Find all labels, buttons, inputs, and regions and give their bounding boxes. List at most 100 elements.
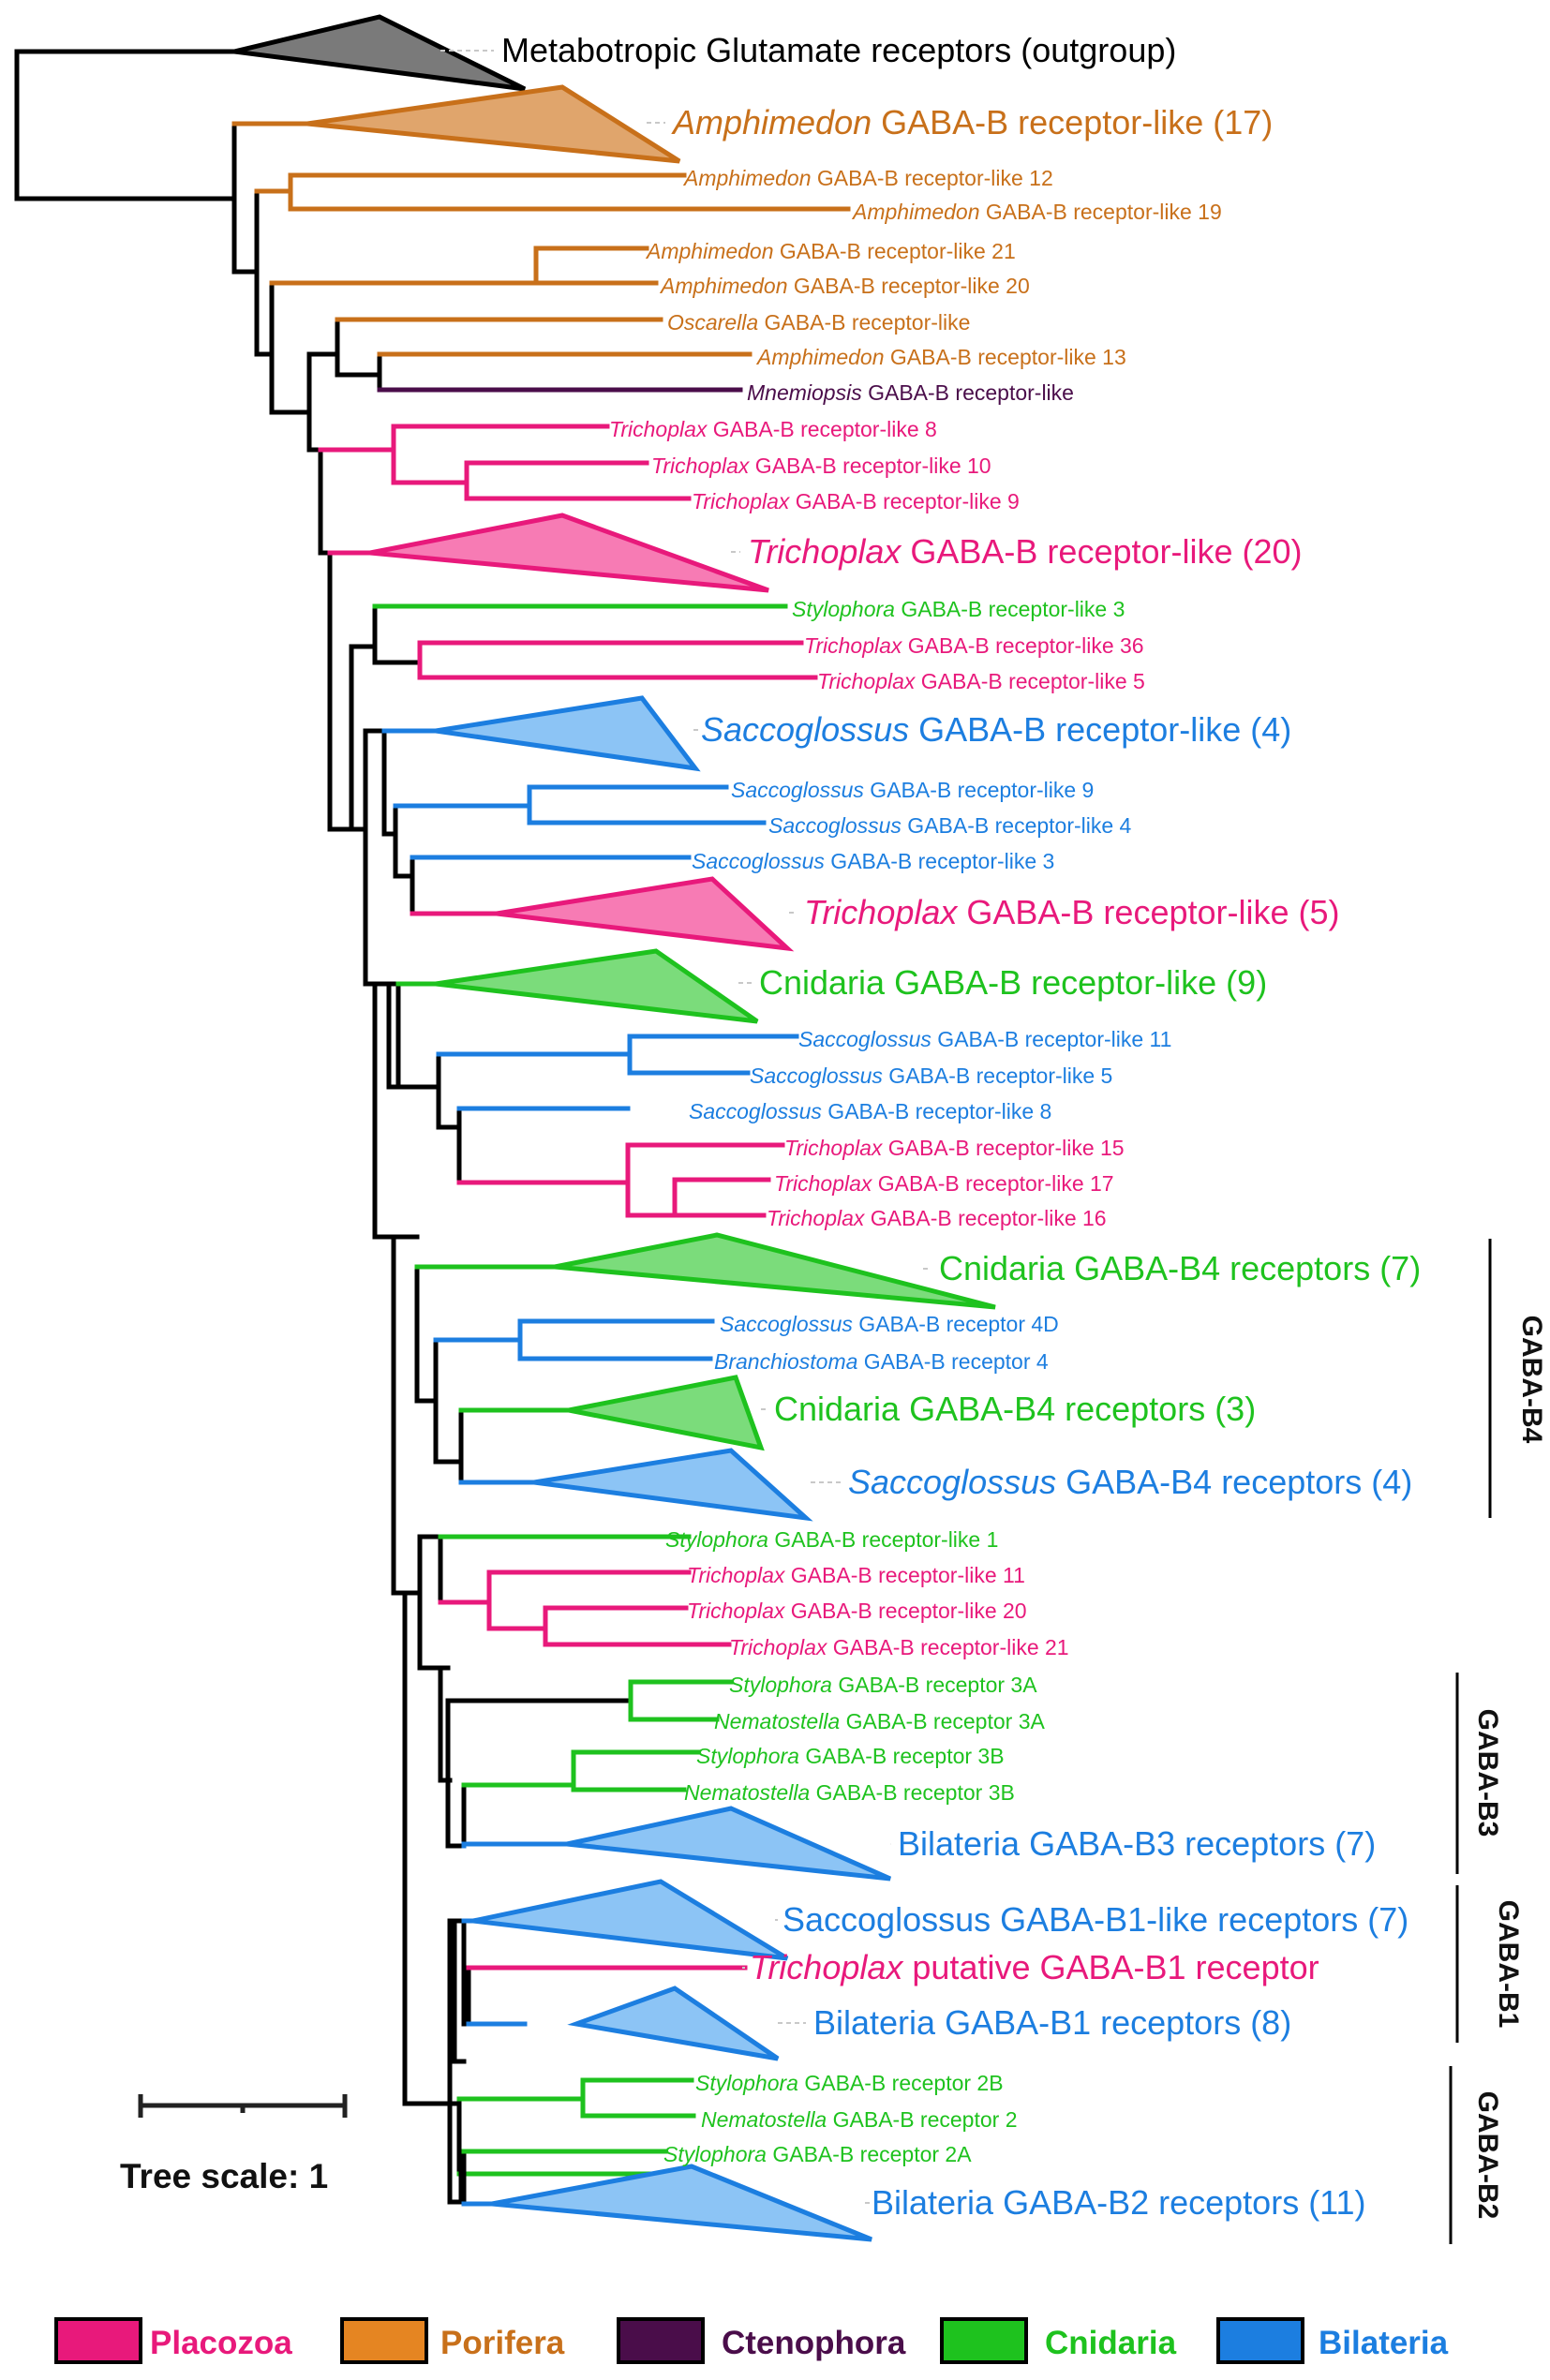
leaf-label-l22: Cnidaria GABA-B receptor-like (9) (759, 963, 1267, 1002)
leaf-label-text: GABA-B receptor-like 20 (784, 1599, 1026, 1623)
leaf-label-text: Cnidaria GABA-B4 receptors (3) (774, 1390, 1256, 1428)
leaf-label-l30: Saccoglossus GABA-B receptor 4D (720, 1312, 1059, 1336)
leaf-label-l34: Stylophora GABA-B receptor-like 1 (665, 1527, 998, 1552)
legend-swatch-porifera (340, 2317, 428, 2364)
leaf-label-genus: Stylophora (695, 2071, 798, 2095)
collapsed-clade-triangle (435, 695, 701, 772)
leaf-label-text: GABA-B receptor-like 5 (883, 1064, 1112, 1088)
group-label-gaba-b3: GABA-B3 (1472, 1709, 1503, 1837)
leaf-label-l43: Saccoglossus GABA-B1-like receptors (7) (782, 1900, 1408, 1939)
leaf-label-l32: Cnidaria GABA-B4 receptors (3) (774, 1390, 1256, 1428)
collapsed-clade-triangle (554, 1232, 996, 1310)
leaf-label-genus: Trichoplax (651, 454, 751, 478)
leaf-label-l46: Stylophora GABA-B receptor 2B (695, 2071, 1004, 2095)
leaf-label-genus: Nematostella (701, 2107, 827, 2132)
leaf-label-l48: Stylophora GABA-B receptor 2A (663, 2142, 972, 2166)
leaf-label-l1: Metabotropic Glutamate receptors (outgro… (501, 31, 1176, 69)
leaf-label-genus: Trichoplax (609, 417, 708, 441)
leaf-label-l47: Nematostella GABA-B receptor 2 (701, 2107, 1017, 2132)
leaf-label-genus: Amphimedon (851, 200, 980, 224)
tree-scale: Tree scale: 1 (120, 2094, 348, 2195)
leaf-label-l5: Amphimedon GABA-B receptor-like 21 (645, 239, 1016, 263)
leaf-label-text: GABA-B receptor-like 11 (784, 1563, 1025, 1587)
leaf-label-genus: Amphimedon (645, 239, 774, 263)
leaf-label-genus: Saccoglossus (701, 710, 909, 749)
leaf-label-genus: Nematostella (714, 1709, 840, 1733)
leaf-label-text: GABA-B receptor-like 36 (902, 633, 1143, 658)
leaf-label-genus: Saccoglossus (750, 1064, 883, 1088)
leaf-label-l33: Saccoglossus GABA-B4 receptors (4) (848, 1463, 1412, 1501)
collapsed-clade-triangle (566, 1806, 892, 1882)
leaf-label-text: Bilateria GABA-B3 receptors (7) (898, 1824, 1376, 1863)
legend-swatch-ctenophora (617, 2317, 705, 2364)
leaf-label-genus: Stylophora (696, 1744, 799, 1768)
leaf-label-text: GABA-B receptor-like (758, 310, 970, 335)
leaf-label-text: GABA-B receptor 3A (832, 1673, 1037, 1697)
leaf-label-l20: Saccoglossus GABA-B receptor-like 3 (692, 849, 1054, 873)
leaf-label-text: GABA-B receptor-like (20) (901, 532, 1302, 571)
leaf-label-l45: Bilateria GABA-B1 receptors (8) (813, 2003, 1291, 2042)
leaf-label-text: GABA-B receptor-like 8 (707, 417, 936, 441)
leaf-label-text: GABA-B receptor-like (4) (909, 710, 1291, 749)
leaf-label-text: GABA-B receptor-like 21 (827, 1635, 1068, 1659)
leaf-label-text: putative GABA-B1 receptor (902, 1948, 1319, 1986)
leaf-label-text: Metabotropic Glutamate receptors (outgro… (501, 31, 1176, 69)
collapsed-clade-triangle (567, 1986, 780, 2061)
leaf-label-genus: Saccoglossus (689, 1099, 822, 1123)
leaf-label-l12: Trichoplax GABA-B receptor-like 9 (692, 489, 1020, 513)
leaf-label-genus: Saccoglossus (692, 849, 825, 873)
leaf-label-text: GABA-B receptor-like (17) (872, 103, 1273, 141)
leaf-label-l3: Amphimedon GABA-B receptor-like 12 (682, 166, 1053, 190)
leaf-label-genus: Trichoplax (692, 489, 791, 513)
leaf-label-text: GABA-B receptor 2A (767, 2142, 972, 2166)
leaf-label-l6: Amphimedon GABA-B receptor-like 20 (659, 274, 1030, 298)
collapsed-clade-triangle (533, 1448, 813, 1522)
collapsed-clade-triangle (496, 876, 795, 952)
leaf-label-l24: Saccoglossus GABA-B receptor-like 5 (750, 1064, 1112, 1088)
leaf-label-genus: Trichoplax (729, 1635, 828, 1659)
leaf-label-genus: Trichoplax (748, 532, 902, 571)
leaf-label-text: GABA-B receptor 4 (857, 1349, 1048, 1374)
leaf-label-text: GABA-B receptor-like 21 (774, 239, 1016, 263)
leader-lines (440, 50, 931, 2204)
leaf-label-text: GABA-B receptor-like 12 (812, 166, 1053, 190)
leaf-label-l44: Trichoplax putative GABA-B1 receptor (750, 1948, 1319, 1986)
leaf-label-genus: Amphimedon (682, 166, 812, 190)
legend-swatch-placozoa (54, 2317, 142, 2364)
leaf-label-l8: Amphimedon GABA-B receptor-like 13 (755, 345, 1126, 369)
leaf-label-text: GABA-B receptor-like 19 (980, 200, 1222, 224)
collapsed-clade-triangle (306, 84, 681, 164)
leaf-label-l18: Saccoglossus GABA-B receptor-like 9 (731, 778, 1094, 802)
legend-label-ctenophora: Ctenophora (722, 2325, 906, 2361)
leaf-label-genus: Stylophora (665, 1527, 768, 1552)
legend-label-bilateria: Bilateria (1319, 2325, 1449, 2361)
tree-branches (14, 49, 851, 2207)
leaf-label-l35: Trichoplax GABA-B receptor-like 11 (687, 1563, 1025, 1587)
leaf-label-text: GABA-B receptor-like 8 (822, 1099, 1051, 1123)
collapsed-clade-triangle (568, 1375, 765, 1451)
leaf-label-genus: Oscarella (667, 310, 758, 335)
clade-legend: Placozoa Porifera Ctenophora Cnidaria Bilate… (54, 2317, 1449, 2364)
leaf-label-l4: Amphimedon GABA-B receptor-like 19 (851, 200, 1222, 224)
leaf-label-l15: Trichoplax GABA-B receptor-like 36 (804, 633, 1144, 658)
leaf-label-l26: Trichoplax GABA-B receptor-like 15 (784, 1136, 1125, 1160)
leaf-label-text: GABA-B receptor-like 16 (864, 1206, 1106, 1230)
collapsed-clade-triangle (233, 14, 527, 92)
collapsed-clade-triangle (491, 2164, 872, 2242)
leaf-label-text: GABA-B receptor-like 3 (825, 849, 1054, 873)
leaf-label-genus: Saccoglossus (848, 1463, 1056, 1501)
leaf-label-l36: Trichoplax GABA-B receptor-like 20 (687, 1599, 1027, 1623)
leaf-label-text: GABA-B receptor 4D (853, 1312, 1059, 1336)
legend-swatch-cnidaria (940, 2317, 1028, 2364)
leaf-label-text: GABA-B receptor 3B (799, 1744, 1005, 1768)
leaf-label-l29: Cnidaria GABA-B4 receptors (7) (939, 1249, 1421, 1287)
legend-label-cnidaria: Cnidaria (1045, 2325, 1177, 2361)
leaf-label-l49: Bilateria GABA-B2 receptors (11) (872, 2183, 1366, 2222)
legend-label-placozoa: Placozoa (150, 2325, 292, 2361)
leaf-label-genus: Saccoglossus (768, 813, 902, 838)
leaf-label-text: GABA-B receptor-like 15 (882, 1136, 1124, 1160)
leaf-label-l37: Trichoplax GABA-B receptor-like 21 (729, 1635, 1069, 1659)
collapsed-clade-triangle (369, 513, 769, 593)
leaf-label-text: Cnidaria GABA-B4 receptors (7) (939, 1249, 1421, 1287)
